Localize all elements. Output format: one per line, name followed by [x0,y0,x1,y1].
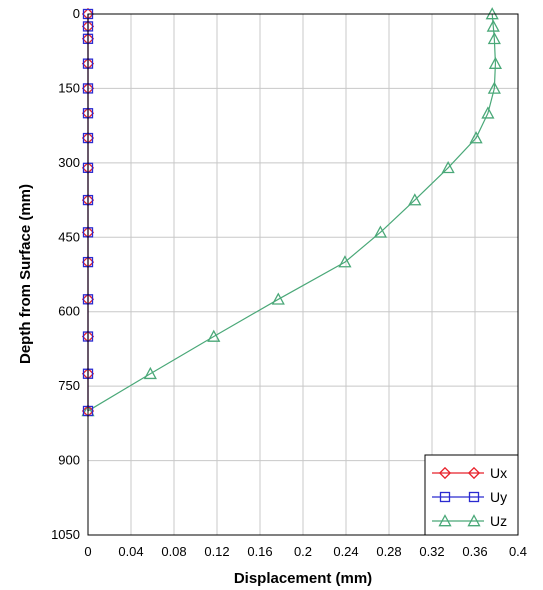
y-tick-label: 600 [58,304,80,319]
data-point-uz [487,31,501,45]
legend-label: Ux [490,465,507,481]
legend-marker [438,466,452,480]
legend-item-uz: Uz [432,513,507,529]
data-point-uz [469,131,483,144]
x-tick-label: 0.4 [509,544,527,559]
y-tick-label: 750 [58,378,80,393]
data-point-uz [408,193,422,206]
y-axis-title: Depth from Surface (mm) [17,184,34,364]
x-axis-title: Displacement (mm) [234,570,372,587]
legend-marker [467,514,481,527]
x-tick-label: 0.36 [462,544,487,559]
x-tick-labels: 0 0.04 0.08 0.12 0.16 0.2 0.24 0.28 0.32 0.36 0.4 [84,544,527,559]
y-tick-label: 450 [58,229,80,244]
plot-border [87,13,519,536]
data-point-uz [481,106,495,119]
x-tick-label: 0.12 [204,544,229,559]
y-tick-label: 900 [58,453,80,468]
data-point-uz [487,81,501,94]
y-tick-label: 150 [58,80,80,95]
y-tick-label: 0 [73,6,80,21]
legend: Ux Uy Uz [424,454,519,536]
legend-item-uy: Uy [432,489,507,505]
legend-label: Uy [490,489,507,505]
data-point-uz [207,329,221,342]
data-point-uz [441,160,455,174]
legend-marker [439,491,451,503]
x-tick-label: 0.24 [333,544,358,559]
x-tick-label: 0.28 [376,544,401,559]
x-tick-label: 0.08 [161,544,186,559]
data-point-uz [338,255,352,268]
data-point-uz [271,292,285,305]
data-point-uz [486,19,500,32]
legend-marker [467,466,481,480]
y-tick-label: 300 [58,155,80,170]
y-tick-label: 1050 [51,527,80,542]
y-tick-labels: 0 150 300 450 600 750 900 1050 [51,6,80,542]
series-line-uz [87,13,497,412]
data-point-uz [373,225,387,238]
x-tick-label: 0.32 [419,544,444,559]
legend-item-ux: Ux [432,465,507,481]
legend-label: Uz [490,513,507,529]
series-uz [81,7,503,417]
data-point-uz [488,56,503,69]
data-point-uz [143,366,157,380]
x-tick-label: 0.2 [294,544,312,559]
legend-marker [438,514,452,527]
legend-marker [468,491,480,503]
x-tick-label: 0.04 [118,544,143,559]
x-tick-label: 0.16 [247,544,272,559]
x-tick-label: 0 [84,544,91,559]
